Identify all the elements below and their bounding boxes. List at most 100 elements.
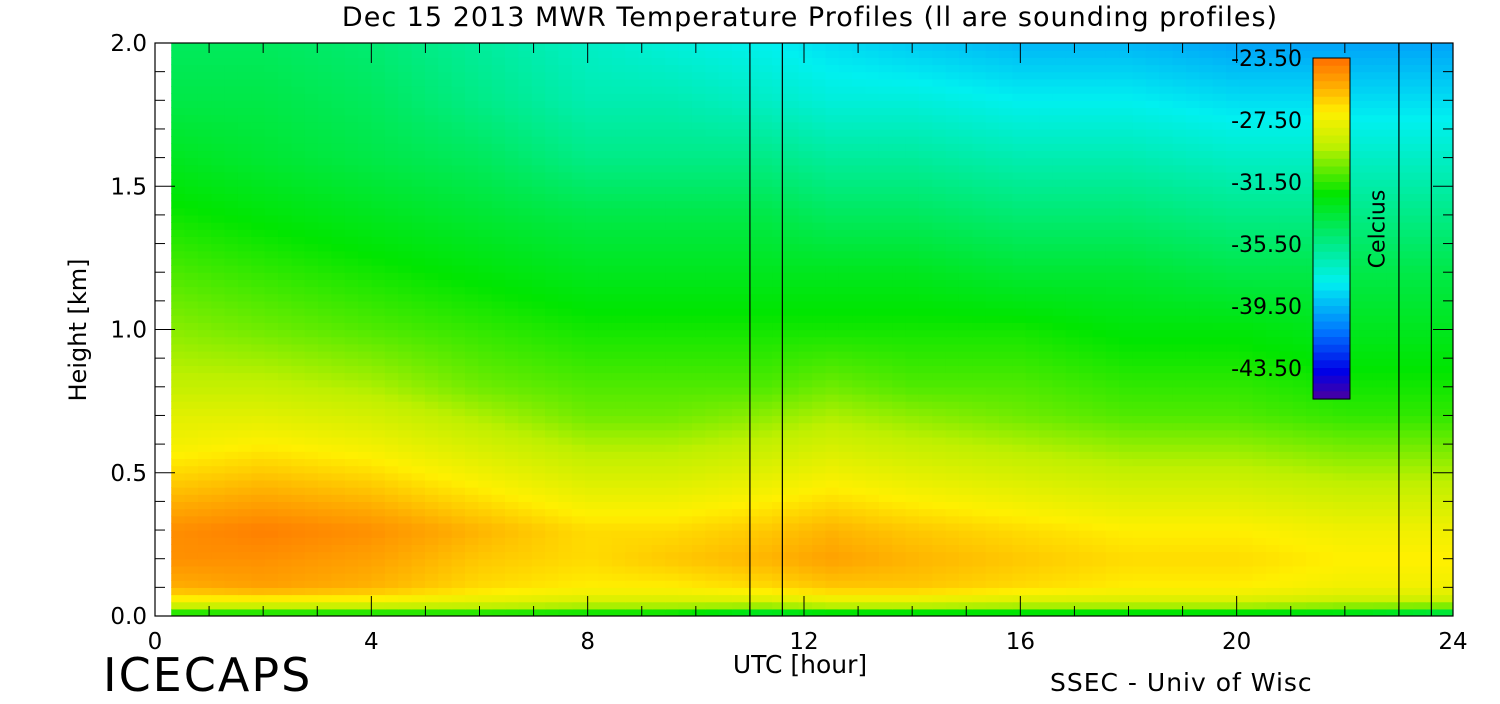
heatmap-cell	[838, 350, 853, 359]
heatmap-cell	[1266, 472, 1281, 481]
heatmap-cell	[411, 336, 426, 345]
heatmap-cell	[972, 551, 987, 560]
heatmap-cell	[251, 458, 266, 467]
heatmap-cell	[1439, 601, 1453, 610]
heatmap-cell	[237, 408, 252, 417]
heatmap-cell	[1239, 508, 1254, 517]
heatmap-cell	[1239, 286, 1254, 295]
heatmap-cell	[812, 436, 827, 445]
heatmap-cell	[625, 479, 640, 488]
heatmap-cell	[1132, 458, 1147, 467]
heatmap-cell	[291, 551, 306, 560]
heatmap-cell	[331, 608, 346, 616]
heatmap-cell	[304, 329, 319, 338]
heatmap-cell	[732, 257, 746, 266]
heatmap-cell	[1439, 573, 1453, 581]
heatmap-cell	[1306, 451, 1321, 460]
heatmap-cell	[985, 465, 1000, 474]
heatmap-cell	[918, 386, 933, 395]
heatmap-cell	[918, 422, 933, 431]
heatmap-cell	[1292, 315, 1307, 323]
heatmap-cell	[1025, 315, 1040, 323]
heatmap-cell	[1252, 408, 1267, 417]
heatmap-cell	[184, 300, 199, 309]
heatmap-cell	[918, 272, 933, 280]
heatmap-cell	[424, 436, 439, 445]
heatmap-cell	[237, 279, 252, 288]
heatmap-cell	[545, 458, 560, 467]
heatmap-cell	[918, 243, 933, 252]
heatmap-cell	[1052, 336, 1067, 345]
heatmap-cell	[611, 487, 626, 495]
heatmap-cell	[1359, 608, 1374, 616]
heatmap-cell	[905, 522, 920, 531]
heatmap-cell	[625, 573, 640, 581]
heatmap-cell	[224, 537, 239, 545]
heatmap-cell	[918, 608, 933, 616]
heatmap-cell	[1306, 573, 1321, 581]
heatmap-cell	[505, 279, 519, 288]
heatmap-cell	[384, 386, 399, 395]
heatmap-cell	[1065, 393, 1080, 402]
heatmap-cell	[892, 601, 907, 610]
heatmap-cell	[1239, 537, 1254, 545]
heatmap-cell	[1372, 308, 1387, 316]
heatmap-cell	[745, 601, 760, 610]
heatmap-cell	[1226, 608, 1240, 616]
heatmap-cell	[1039, 494, 1054, 502]
heatmap-cell	[278, 436, 292, 445]
heatmap-cell	[438, 243, 453, 252]
heatmap-cell	[1012, 257, 1027, 266]
heatmap-cell	[918, 458, 933, 467]
heatmap-cell	[932, 515, 947, 524]
heatmap-cell	[705, 494, 720, 502]
heatmap-cell	[1386, 257, 1401, 266]
heatmap-cell	[812, 508, 827, 517]
heatmap-cell	[1439, 379, 1453, 388]
heatmap-cell	[972, 580, 987, 588]
heatmap-cell	[358, 379, 373, 388]
heatmap-cell	[691, 451, 706, 460]
heatmap-cell	[1065, 386, 1080, 395]
heatmap-cell	[1212, 272, 1227, 280]
heatmap-cell	[1332, 551, 1347, 560]
heatmap-cell	[237, 551, 252, 560]
heatmap-cell	[1386, 522, 1401, 531]
heatmap-cell	[1292, 308, 1307, 316]
heatmap-cell	[1439, 243, 1453, 252]
heatmap-cell	[491, 315, 506, 323]
heatmap-cell	[1079, 472, 1094, 481]
heatmap-cell	[745, 458, 760, 467]
heatmap-cell	[1212, 386, 1227, 395]
heatmap-cell	[558, 472, 573, 481]
heatmap-cell	[1399, 537, 1414, 545]
heatmap-cell	[1386, 379, 1401, 388]
heatmap-cell	[1266, 580, 1281, 588]
heatmap-cell	[331, 286, 346, 295]
heatmap-cell	[758, 422, 773, 431]
heatmap-cell	[1025, 537, 1040, 545]
heatmap-cell	[304, 279, 319, 288]
heatmap-cell	[1266, 286, 1281, 295]
heatmap-cell	[331, 601, 346, 610]
heatmap-cell	[878, 365, 893, 374]
heatmap-cell	[1039, 408, 1054, 417]
heatmap-cell	[1279, 286, 1294, 295]
heatmap-cell	[865, 608, 880, 616]
heatmap-cell	[665, 580, 680, 588]
heatmap-cell	[772, 386, 787, 395]
heatmap-cell	[251, 279, 266, 288]
heatmap-cell	[1386, 372, 1401, 381]
heatmap-cell	[571, 565, 586, 574]
heatmap-cell	[1399, 587, 1414, 596]
heatmap-cell	[678, 580, 693, 588]
heatmap-cell	[892, 501, 907, 510]
heatmap-cell	[1386, 537, 1401, 545]
heatmap-cell	[237, 386, 252, 395]
heatmap-cell	[1266, 479, 1281, 488]
heatmap-cell	[1105, 436, 1120, 445]
heatmap-cell	[411, 494, 426, 502]
heatmap-cell	[718, 436, 733, 445]
heatmap-cell	[745, 522, 760, 531]
heatmap-cell	[331, 522, 346, 531]
